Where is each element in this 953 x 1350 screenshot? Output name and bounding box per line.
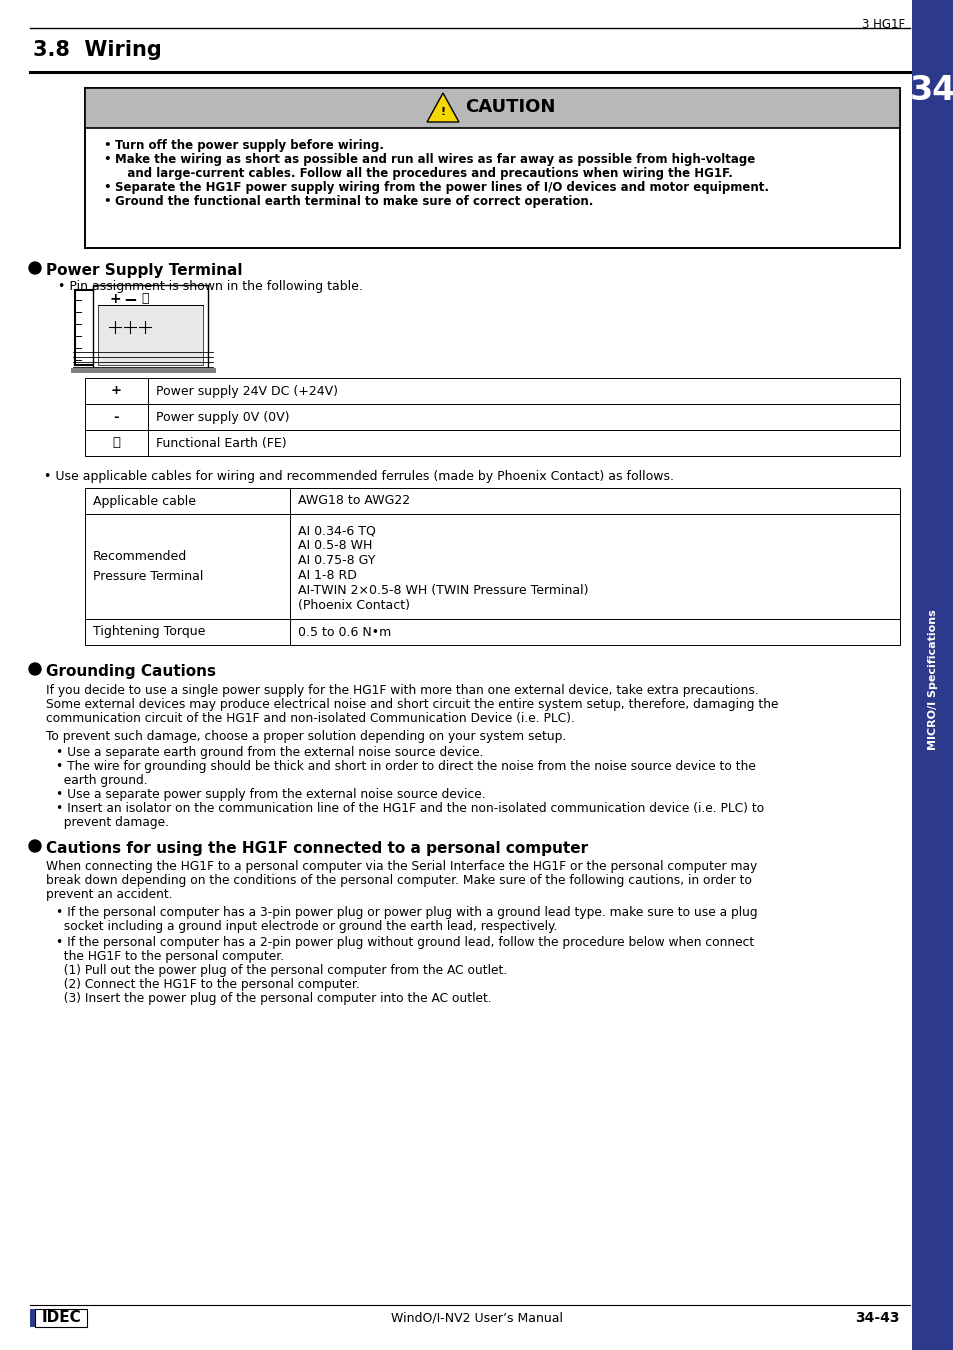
Polygon shape (427, 93, 458, 122)
Text: •: • (103, 153, 111, 166)
Bar (85, 404, 899, 431)
Text: Recommended
Pressure Terminal: Recommended Pressure Terminal (92, 551, 203, 582)
Text: If you decide to use a single power supply for the HG1F with more than one exter: If you decide to use a single power supp… (46, 684, 758, 697)
Text: ⏚: ⏚ (112, 436, 120, 450)
Text: prevent an accident.: prevent an accident. (46, 888, 172, 900)
Text: • Use applicable cables for wiring and recommended ferrules (made by Phoenix Con: • Use applicable cables for wiring and r… (44, 470, 673, 483)
Text: −: − (123, 290, 137, 308)
Circle shape (29, 840, 41, 852)
Circle shape (136, 319, 153, 336)
Text: Separate the HG1F power supply wiring from the power lines of I/O devices and mo: Separate the HG1F power supply wiring fr… (115, 181, 768, 194)
Text: Grounding Cautions: Grounding Cautions (46, 664, 215, 679)
Text: Power Supply Terminal: Power Supply Terminal (46, 263, 242, 278)
Text: ⏚: ⏚ (141, 293, 149, 305)
Text: !: ! (440, 107, 445, 117)
Text: break down depending on the conditions of the personal computer. Make sure of th: break down depending on the conditions o… (46, 873, 751, 887)
Text: Power supply 24V DC (+24V): Power supply 24V DC (+24V) (156, 385, 337, 397)
Bar (85, 487, 899, 514)
Text: MICRO/I Specifications: MICRO/I Specifications (927, 610, 937, 751)
Text: Make the wiring as short as possible and run all wires as far away as possible f: Make the wiring as short as possible and… (115, 153, 755, 166)
Text: •: • (103, 194, 111, 208)
Text: +: + (111, 385, 122, 397)
Bar (98, 305, 203, 365)
Circle shape (29, 262, 41, 274)
Text: 34: 34 (909, 73, 953, 107)
Bar (35, 1310, 87, 1327)
Text: • Use a separate earth ground from the external noise source device.: • Use a separate earth ground from the e… (56, 747, 483, 759)
Circle shape (29, 663, 41, 675)
Text: •: • (103, 181, 111, 194)
Text: prevent damage.: prevent damage. (56, 815, 169, 829)
Text: Turn off the power supply before wiring.: Turn off the power supply before wiring. (115, 139, 384, 153)
Text: +: + (109, 292, 121, 306)
Text: • The wire for grounding should be thick and short in order to direct the noise : • The wire for grounding should be thick… (56, 760, 755, 774)
Text: -: - (113, 410, 119, 424)
Bar (85, 88, 899, 128)
Text: 34-43: 34-43 (855, 1311, 899, 1324)
Bar (85, 378, 899, 404)
Text: AI-TWIN 2×0.5-8 WH (TWIN Pressure Terminal): AI-TWIN 2×0.5-8 WH (TWIN Pressure Termin… (297, 585, 588, 597)
Bar (92, 285, 208, 370)
Text: AI 0.75-8 GY: AI 0.75-8 GY (297, 554, 375, 567)
Text: socket including a ground input electrode or ground the earth lead, respectively: socket including a ground input electrod… (56, 919, 557, 933)
Text: 3.8  Wiring: 3.8 Wiring (33, 40, 162, 59)
Text: AI 0.34-6 TQ: AI 0.34-6 TQ (297, 524, 375, 537)
Text: When connecting the HG1F to a personal computer via the Serial Interface the HG1: When connecting the HG1F to a personal c… (46, 860, 757, 873)
Text: • Insert an isolator on the communication line of the HG1F and the non-isolated : • Insert an isolator on the communicatio… (56, 802, 763, 815)
Text: (1) Pull out the power plug of the personal computer from the AC outlet.: (1) Pull out the power plug of the perso… (56, 964, 507, 977)
Text: WindO/I-NV2 User’s Manual: WindO/I-NV2 User’s Manual (391, 1311, 562, 1324)
Text: (3) Insert the power plug of the personal computer into the AC outlet.: (3) Insert the power plug of the persona… (56, 992, 491, 1004)
Bar (85, 431, 899, 456)
Text: AWG18 to AWG22: AWG18 to AWG22 (297, 494, 410, 508)
Text: and large-current cables. Follow all the procedures and precautions when wiring : and large-current cables. Follow all the… (115, 167, 732, 180)
Bar (911, 0, 953, 1350)
Text: (Phoenix Contact): (Phoenix Contact) (297, 599, 410, 612)
Text: • Use a separate power supply from the external noise source device.: • Use a separate power supply from the e… (56, 788, 485, 801)
Text: 0.5 to 0.6 N•m: 0.5 to 0.6 N•m (297, 625, 391, 639)
Bar (85, 620, 899, 645)
Text: AI 1-8 RD: AI 1-8 RD (297, 568, 356, 582)
Text: CAUTION: CAUTION (464, 99, 555, 116)
Text: (2) Connect the HG1F to the personal computer.: (2) Connect the HG1F to the personal com… (56, 977, 359, 991)
Text: Cautions for using the HG1F connected to a personal computer: Cautions for using the HG1F connected to… (46, 841, 587, 856)
Circle shape (121, 319, 139, 336)
Text: •: • (103, 139, 111, 153)
Text: Tightening Torque: Tightening Torque (92, 625, 205, 639)
Text: Ground the functional earth terminal to make sure of correct operation.: Ground the functional earth terminal to … (115, 194, 593, 208)
Bar (911, 65, 953, 115)
Text: earth ground.: earth ground. (56, 774, 148, 787)
Text: Functional Earth (FE): Functional Earth (FE) (156, 436, 286, 450)
Text: Some external devices may produce electrical noise and short circuit the entire : Some external devices may produce electr… (46, 698, 778, 711)
Text: To prevent such damage, choose a proper solution depending on your system setup.: To prevent such damage, choose a proper … (46, 730, 566, 742)
Text: AI 0.5-8 WH: AI 0.5-8 WH (297, 539, 372, 552)
Text: • If the personal computer has a 3-pin power plug or power plug with a ground le: • If the personal computer has a 3-pin p… (56, 906, 757, 919)
Text: Power supply 0V (0V): Power supply 0V (0V) (156, 410, 289, 424)
Bar (85, 514, 899, 620)
Bar (85, 88, 899, 248)
Text: 3 HG1F: 3 HG1F (861, 18, 904, 31)
Text: the HG1F to the personal computer.: the HG1F to the personal computer. (56, 950, 284, 963)
Text: • Pin assignment is shown in the following table.: • Pin assignment is shown in the followi… (58, 279, 362, 293)
Text: • If the personal computer has a 2-pin power plug without ground lead, follow th: • If the personal computer has a 2-pin p… (56, 936, 754, 949)
Text: communication circuit of the HG1F and non-isolated Communication Device (i.e. PL: communication circuit of the HG1F and no… (46, 711, 575, 725)
Text: Applicable cable: Applicable cable (92, 494, 195, 508)
Bar (30, 1310, 35, 1327)
Bar (71, 369, 215, 373)
Text: IDEC: IDEC (42, 1311, 82, 1326)
Circle shape (106, 319, 124, 336)
